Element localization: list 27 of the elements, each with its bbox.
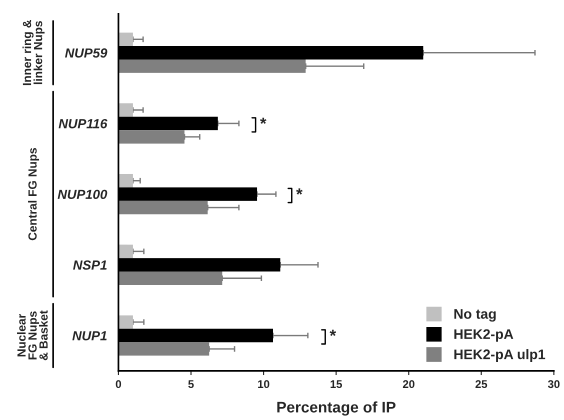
x-axis-title: Percentage of IP <box>277 401 396 416</box>
bar <box>118 174 133 188</box>
x-tick-label: 0 <box>116 380 122 388</box>
y-tick-label: NSP1 <box>73 260 107 270</box>
bar <box>118 103 133 117</box>
bar <box>118 315 133 329</box>
y-tick-label: NUP116 <box>58 119 108 128</box>
text: Central FG Nups <box>28 148 40 240</box>
annotation: * <box>330 330 336 336</box>
x-tick-label: 25 <box>475 380 488 388</box>
y-tick-label: NUP100 <box>58 190 108 200</box>
bar <box>118 32 133 46</box>
legend-label: No tag <box>454 309 496 322</box>
x-tick-label: 10 <box>258 380 270 388</box>
legend-label: HEK2-pA <box>454 329 514 342</box>
x-tick-label: 20 <box>402 380 414 388</box>
bar <box>118 244 133 258</box>
legend-label: HEK2-pA ulp1 <box>454 349 546 362</box>
annotation: * <box>296 188 303 195</box>
y-tick-label: NUP1 <box>72 331 107 340</box>
text: Inner ring & linker Nups <box>22 20 45 86</box>
annotation: * <box>260 118 266 124</box>
x-tick-label: 15 <box>330 380 342 388</box>
x-tick-label: 5 <box>188 380 194 388</box>
y-tick-label: NUP59 <box>65 48 108 58</box>
text: Nuclear FG Nups & Basket <box>17 310 48 360</box>
x-tick-label: 30 <box>548 380 560 388</box>
